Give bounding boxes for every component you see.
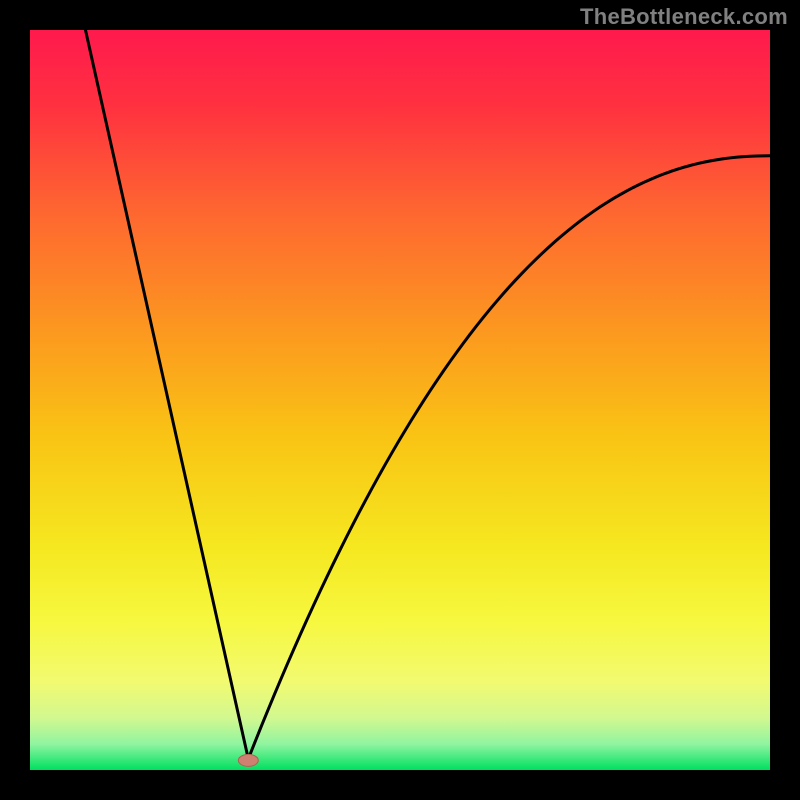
- gradient-background: [30, 30, 770, 770]
- plot-area: [30, 30, 770, 770]
- optimum-marker: [238, 754, 258, 766]
- watermark-text: TheBottleneck.com: [580, 4, 788, 30]
- chart-container: TheBottleneck.com: [0, 0, 800, 800]
- chart-svg: [30, 30, 770, 770]
